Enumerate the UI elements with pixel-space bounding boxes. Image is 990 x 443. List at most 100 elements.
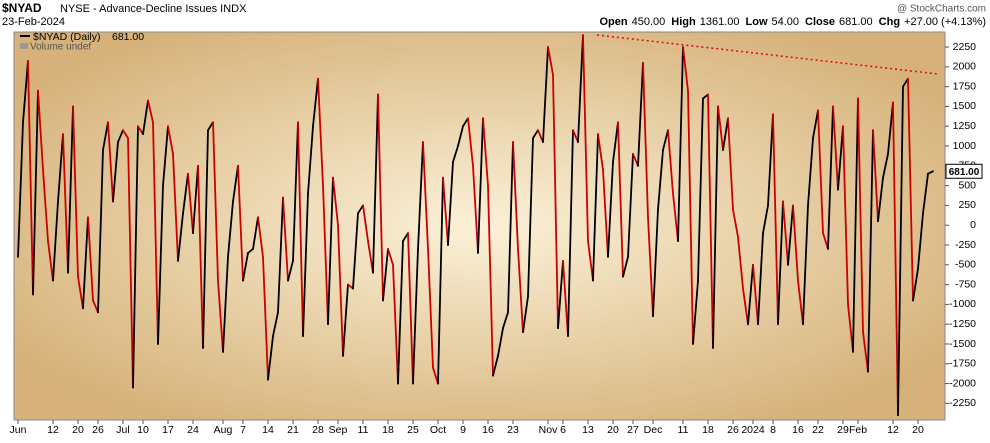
line-segment <box>37 89 44 171</box>
line-segment <box>832 105 839 191</box>
line-segment <box>412 248 419 385</box>
line-segment <box>532 129 539 140</box>
line-segment <box>927 170 934 175</box>
line-segment <box>187 172 194 235</box>
y-tick-label: 2250 <box>953 41 977 53</box>
x-tick-label: 21 <box>287 424 299 436</box>
y-tick-label: 0 <box>970 219 976 231</box>
line-segment <box>582 34 589 242</box>
line-segment <box>502 311 509 330</box>
line-segment <box>742 287 749 326</box>
x-tick-label: 18 <box>702 424 714 436</box>
line-segment <box>767 113 774 207</box>
volume-note: Volume undef <box>30 42 91 53</box>
line-segment <box>757 232 764 326</box>
x-tick-label: Jun <box>10 424 27 436</box>
line-segment <box>592 133 599 282</box>
line-segment <box>477 117 484 254</box>
y-tick-label: -1750 <box>949 358 976 370</box>
line-segment <box>147 99 154 124</box>
line-segment <box>357 204 364 215</box>
last-value-tag <box>945 163 983 179</box>
line-segment <box>492 354 499 377</box>
line-segment <box>482 117 489 187</box>
line-segment <box>647 216 654 318</box>
x-tick-label: 18 <box>382 424 394 436</box>
line-segment <box>847 303 854 353</box>
line-segment <box>452 145 459 163</box>
line-segment <box>217 279 224 353</box>
line-segment <box>222 255 229 353</box>
line-segment <box>322 184 329 326</box>
line-segment <box>772 113 779 326</box>
line-segment <box>247 248 254 254</box>
line-segment <box>467 117 474 167</box>
line-segment <box>262 255 269 381</box>
line-segment <box>717 105 724 151</box>
x-tick-label: 14 <box>262 424 274 436</box>
line-segment <box>752 263 759 326</box>
line-segment <box>87 216 94 302</box>
line-segment <box>812 109 819 140</box>
trend-line <box>596 34 939 75</box>
line-segment <box>572 129 579 143</box>
line-segment <box>457 125 464 147</box>
line-segment <box>182 172 189 215</box>
x-tick-label: 23 <box>507 424 519 436</box>
line-segment <box>77 275 84 310</box>
y-tick-label: -1000 <box>949 298 976 310</box>
x-tick-label: 29 <box>837 424 849 436</box>
line-segment <box>27 60 34 296</box>
line-segment <box>612 121 619 163</box>
line-segment <box>337 224 344 357</box>
x-tick-label: 6 <box>560 424 566 436</box>
line-segment <box>317 77 324 187</box>
x-tick-label: Jul <box>116 424 129 436</box>
y-tick-label: -500 <box>955 259 976 271</box>
x-tick-label: Nov <box>539 424 558 436</box>
quote-label: Open <box>600 16 628 28</box>
line-segment <box>382 248 389 302</box>
y-tick-label: -250 <box>955 239 976 251</box>
x-tick-label: 27 <box>627 424 639 436</box>
line-segment <box>42 168 49 242</box>
line-segment <box>597 133 604 171</box>
y-tick-label: -1500 <box>949 338 976 350</box>
line-segment <box>627 153 634 258</box>
y-tick-label: -750 <box>955 278 976 290</box>
line-segment <box>22 60 29 124</box>
y-tick-label: 250 <box>958 199 976 211</box>
line-segment <box>652 208 659 318</box>
line-segment <box>852 97 859 353</box>
line-segment <box>177 212 184 262</box>
line-segment <box>807 137 814 207</box>
date: 23-Feb-2024 <box>2 16 65 28</box>
line-segment <box>422 141 429 250</box>
x-tick-label: 2024 <box>741 424 765 436</box>
subtitle: NYSE - Advance-Decline Issues INDX <box>60 3 247 15</box>
line-segment <box>242 252 249 282</box>
line-segment <box>837 125 844 191</box>
line-segment <box>137 125 144 136</box>
x-tick-label: 12 <box>887 424 899 436</box>
line-segment <box>287 259 294 282</box>
line-segment <box>602 168 609 258</box>
line-segment <box>227 200 234 258</box>
x-tick-label: 7 <box>240 424 246 436</box>
line-segment <box>892 101 899 417</box>
line-segment <box>122 129 129 140</box>
line-segment <box>447 160 454 246</box>
line-segment <box>587 240 594 282</box>
line-segment <box>52 200 59 282</box>
y-tick-label: -2250 <box>949 397 976 409</box>
line-segment <box>687 89 694 345</box>
x-tick-label: Oct <box>430 424 446 436</box>
line-segment <box>662 129 669 151</box>
line-segment <box>877 176 884 223</box>
y-tick-label: 1250 <box>953 120 977 132</box>
line-segment <box>167 125 174 155</box>
line-segment <box>442 176 449 246</box>
line-segment <box>352 212 359 290</box>
x-tick-label: 16 <box>792 424 804 436</box>
line-segment <box>62 133 69 274</box>
